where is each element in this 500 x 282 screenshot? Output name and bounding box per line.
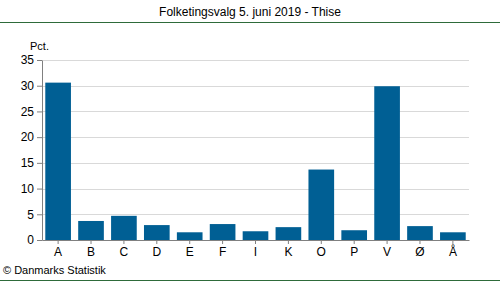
y-tick-mark — [37, 163, 42, 164]
x-tick-label: A — [54, 245, 62, 259]
x-tick-label: D — [152, 245, 161, 259]
y-tick: 35 — [21, 53, 42, 67]
x-tick: I — [254, 240, 257, 259]
x-tick-mark — [58, 240, 59, 244]
y-tick: 0 — [27, 233, 42, 247]
grid-line — [42, 111, 469, 112]
x-tick: O — [317, 240, 326, 259]
y-tick-label: 35 — [21, 53, 35, 67]
y-tick-mark — [37, 240, 42, 241]
y-tick: 10 — [21, 182, 42, 196]
y-tick-label: 10 — [21, 182, 35, 196]
x-tick: D — [152, 240, 161, 259]
y-tick: 30 — [21, 79, 42, 93]
bar — [177, 232, 203, 240]
y-tick-mark — [37, 86, 42, 87]
x-tick-mark — [419, 240, 420, 244]
y-tick-mark — [37, 189, 42, 190]
x-tick-mark — [321, 240, 322, 244]
x-tick-mark — [288, 240, 289, 244]
grid-line — [42, 86, 469, 87]
x-tick-mark — [452, 240, 453, 244]
grid — [42, 61, 469, 241]
x-tick-label: K — [284, 245, 292, 259]
y-tick-label: 0 — [27, 233, 34, 247]
y-tick-label: 25 — [21, 105, 35, 119]
y-tick-label: 5 — [27, 208, 34, 222]
x-tick-label: Å — [449, 244, 457, 259]
x-tick: Å — [449, 240, 457, 259]
x-tick-label: P — [350, 245, 358, 259]
x-tick-mark — [189, 240, 190, 244]
x-tick-label: V — [383, 245, 391, 259]
y-tick-mark — [37, 137, 42, 138]
bar — [374, 86, 400, 240]
y-tick-mark — [37, 60, 42, 61]
x-tick: E — [186, 240, 194, 259]
bar — [308, 170, 334, 240]
bar — [243, 231, 269, 240]
grid-line — [42, 137, 469, 138]
y-axis-line — [42, 61, 43, 241]
bar — [111, 216, 137, 240]
grid-line — [42, 163, 469, 164]
x-tick: V — [383, 240, 391, 259]
bars — [45, 83, 465, 240]
x-tick-mark — [255, 240, 256, 244]
x-tick: P — [350, 240, 358, 259]
footer-rule — [0, 280, 500, 281]
grid-line — [42, 60, 469, 61]
plot: 0 5 10 15 20 25 30 35 A B C D E F I K O P V Ø Å — [21, 53, 470, 258]
y-axis: 0 5 10 15 20 25 30 35 — [21, 53, 43, 247]
bar — [45, 83, 71, 240]
y-tick-mark — [37, 214, 42, 215]
bar — [407, 226, 433, 240]
y-tick-label: 30 — [21, 79, 35, 93]
bar — [440, 232, 466, 240]
title: Folketingsvalg 5. juni 2019 - Thise — [159, 5, 341, 19]
x-tick: A — [54, 240, 62, 259]
y-tick-label: 20 — [21, 130, 35, 144]
y-tick-label: 15 — [21, 156, 35, 170]
x-tick-label: B — [87, 245, 95, 259]
x-tick-label: C — [120, 245, 129, 259]
y-tick: 5 — [27, 208, 42, 222]
x-tick-label: Ø — [415, 245, 424, 259]
x-tick: C — [120, 240, 129, 259]
bar — [144, 225, 170, 240]
x-tick: Ø — [415, 240, 424, 259]
x-tick-label: O — [317, 245, 326, 259]
x-tick-label: I — [254, 245, 257, 259]
x-tick-label: F — [219, 245, 226, 259]
x-tick-mark — [354, 240, 355, 244]
x-tick: B — [87, 240, 95, 259]
source: © Danmarks Statistik — [3, 264, 106, 276]
x-axis: ABCDEFIKOPVØÅ — [43, 240, 470, 259]
x-tick-mark — [222, 240, 223, 244]
x-tick-mark — [387, 240, 388, 244]
grid-line — [42, 189, 469, 190]
x-tick-mark — [156, 240, 157, 244]
y-label: Pct. — [30, 40, 49, 52]
y-tick-mark — [37, 111, 42, 112]
bar — [210, 224, 236, 240]
chart: Folketingsvalg 5. juni 2019 - Thise Pct. ©… — [0, 0, 500, 282]
bar — [341, 230, 367, 240]
y-tick: 15 — [21, 156, 42, 170]
header-rule — [0, 22, 500, 23]
grid-line — [42, 214, 469, 215]
bar — [276, 227, 302, 240]
y-tick: 25 — [21, 105, 42, 119]
y-tick: 20 — [21, 130, 42, 144]
x-tick: K — [284, 240, 292, 259]
x-tick-label: E — [186, 245, 194, 259]
x-tick: F — [219, 240, 226, 259]
x-tick-mark — [91, 240, 92, 244]
x-tick-mark — [123, 240, 124, 244]
bar — [78, 221, 104, 240]
